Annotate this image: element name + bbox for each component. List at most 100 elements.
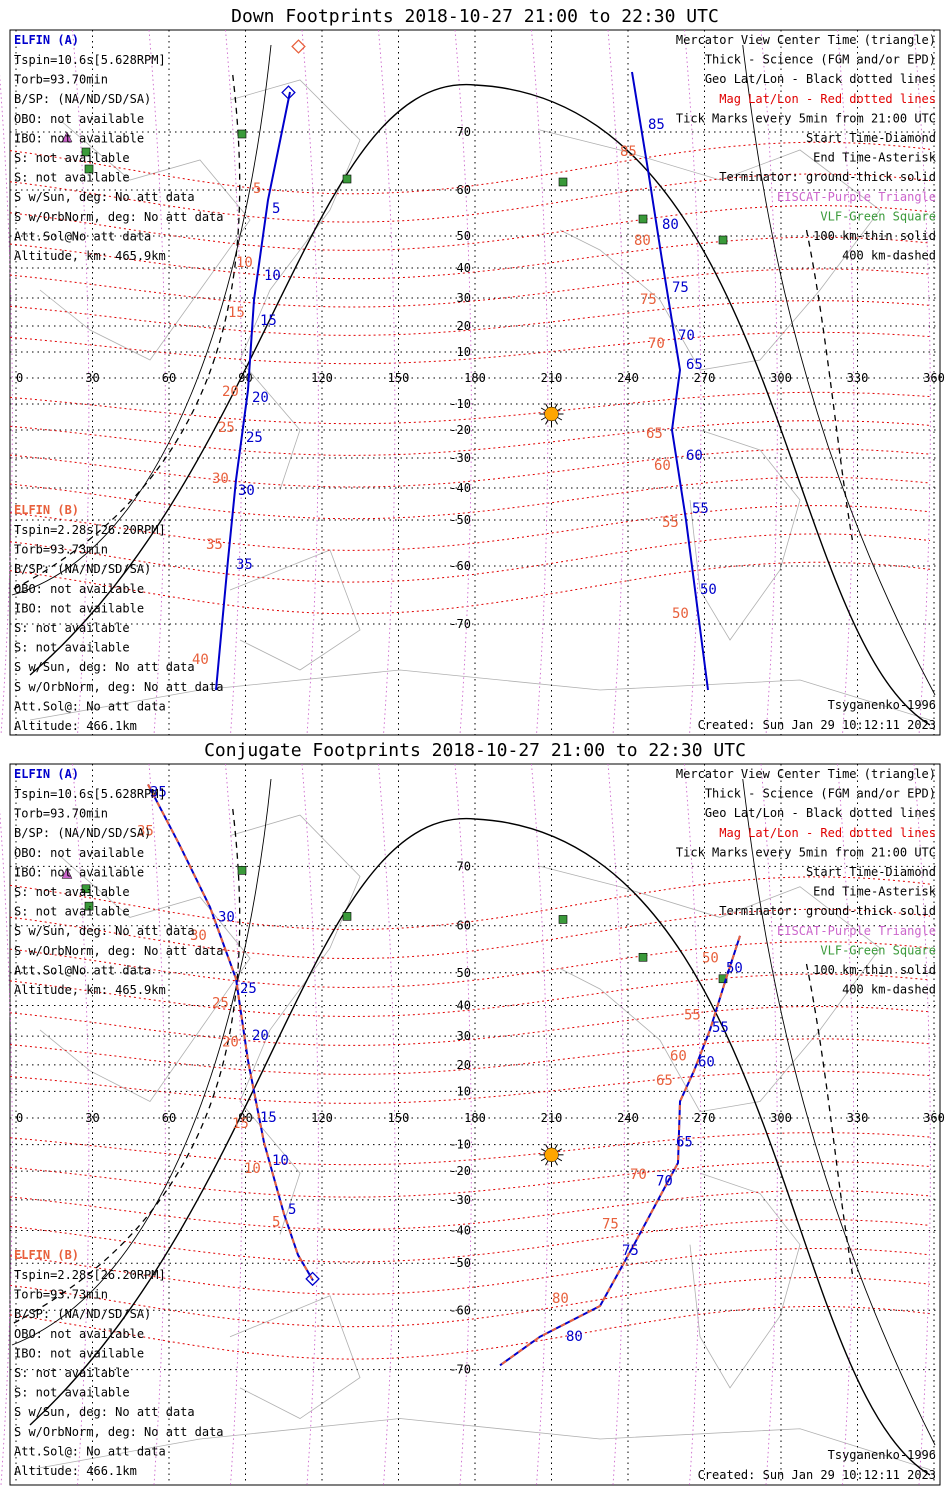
elfin-b-ticks-west: 35 30 25 20 15 10 5 <box>137 824 280 1231</box>
created-label: Created: Sun Jan 29 10:12:11 2023 <box>698 718 936 732</box>
elfin-b-info-line: S w/Sun, deg: No att data <box>14 660 195 674</box>
tick-label: 10 <box>244 1161 261 1177</box>
tick-label: 30 <box>212 471 229 487</box>
coast-north-america <box>539 865 881 1113</box>
lat-label: 10 <box>457 1084 471 1098</box>
tick-label: 10 <box>272 1153 289 1169</box>
elfin-a-info-line: S w/Sun, deg: No att data <box>14 924 195 938</box>
lon-label: 150 <box>388 371 410 385</box>
mag-latitude-line <box>9 236 931 280</box>
tick-label: 65 <box>646 426 663 442</box>
tick-label: 5 <box>253 181 261 197</box>
lon-label: 30 <box>85 1111 99 1125</box>
coast-antarctica <box>29 669 931 721</box>
elfin-b-ticks-east: 85 80 75 70 65 60 55 50 <box>620 144 689 622</box>
lat-label: -40 <box>449 1223 471 1237</box>
tick-label: 15 <box>260 1110 277 1126</box>
elfin-b-info-line: B/SP: (NA/ND/SD/SA) <box>14 1307 151 1321</box>
elfin-a-info-line: Altitude, km: 465.9km <box>14 249 166 263</box>
elfin-a-start-diamond <box>281 85 296 100</box>
sun-ray <box>540 1148 546 1152</box>
tick-label: 70 <box>656 1173 673 1189</box>
elfin-a-info-line: Torb=93.70min <box>14 807 108 821</box>
lat-label: -50 <box>449 513 471 527</box>
sun-disc <box>544 406 559 422</box>
legend-entry: End Time-Asterisk <box>813 885 937 899</box>
mag-latitude-line <box>9 1005 931 1046</box>
tick-label: 60 <box>670 1049 687 1065</box>
lon-label: 150 <box>388 1111 410 1125</box>
vlf-station-square <box>638 952 648 962</box>
tick-label: 20 <box>252 1028 269 1044</box>
tick-label: 55 <box>684 1008 701 1024</box>
elfin-b-info-line: Tspin=2.28s[26.20RPM] <box>14 523 166 537</box>
legend-entry: Start Time-Diamond <box>806 131 936 145</box>
tick-label: 60 <box>698 1055 715 1071</box>
elfin-b-info: ELFIN (B) Tspin=2.28s[26.20RPM] Torb=93.73… <box>14 503 224 733</box>
lat-label: -30 <box>449 1193 471 1207</box>
lat-label: 20 <box>457 1058 471 1072</box>
lat-label: -20 <box>449 1164 471 1178</box>
coast-asia-east <box>229 814 361 1235</box>
legend-entry: EISCAT-Purple Triangle <box>777 190 936 204</box>
tick-label: 40 <box>192 652 209 668</box>
elfin-track-west <box>147 783 314 1281</box>
elfin-b-start-diamond <box>291 39 306 54</box>
elfin-b-label: ELFIN (B) <box>14 503 79 517</box>
elfin-a-info-line: Altitude, km: 465.9km <box>14 983 166 997</box>
terminator-100km-line-east <box>742 778 936 1446</box>
tick-label: 50 <box>672 606 689 622</box>
terminator-400km-line <box>11 74 241 591</box>
eiscat-triangle <box>61 867 73 879</box>
lon-label: 210 <box>541 1111 563 1125</box>
terminator-100km-line-east <box>742 44 936 696</box>
lon-label: 300 <box>770 1111 792 1125</box>
elfin-a-ticks-west: 35 30 25 20 15 10 5 <box>150 785 296 1218</box>
vlf-station-square <box>81 884 91 894</box>
elfin-a-info-line: S w/Sun, deg: No att data <box>14 190 195 204</box>
mag-meridian-line <box>72 29 90 736</box>
elfin-a-label: ELFIN (A) <box>14 767 79 781</box>
tick-label: 75 <box>622 1243 639 1259</box>
lon-label: 180 <box>464 371 486 385</box>
sun-ray <box>540 407 546 411</box>
mag-latitude-line <box>9 1190 931 1231</box>
elfin-a-info-line: S: not available <box>14 885 130 899</box>
mag-meridians <box>0 29 931 736</box>
lon-label: 270 <box>694 1111 716 1125</box>
footprint-tracks <box>147 783 741 1367</box>
tick-label: 25 <box>218 420 235 436</box>
lat-label: -10 <box>449 397 471 411</box>
legend-entry: End Time-Asterisk <box>813 151 937 165</box>
elfin-b-info-line: S w/Sun, deg: No att data <box>14 1405 195 1419</box>
coast-north-america <box>539 129 881 371</box>
coast-asia-west <box>39 855 251 1103</box>
tick-label: 55 <box>712 1020 729 1036</box>
mag-latitude-line <box>9 876 931 931</box>
legend-entry: Tick Marks every 5min from 21:00 UTC <box>676 845 936 859</box>
tick-label: 80 <box>552 1291 569 1307</box>
mag-latitude-line <box>9 1161 931 1198</box>
elfin-b-label: ELFIN (B) <box>14 1248 79 1262</box>
elfin-b-info-line: S: not available <box>14 1386 130 1400</box>
elfin-a-info-line: Att.Sol@No att data <box>14 963 151 977</box>
lat-label: -60 <box>449 1303 471 1317</box>
terminator-ground-line <box>29 84 931 726</box>
legend-entry: Thick - Science (FGM and/or EPD) <box>705 787 936 801</box>
sun-ray <box>545 403 549 409</box>
elfin-a-info-line: S: not available <box>14 151 130 165</box>
legend-entry: 400 km-dashed <box>842 249 936 263</box>
coastline-outline <box>29 814 931 1471</box>
tick-label: 70 <box>678 328 695 344</box>
legend-entry: 400 km-dashed <box>842 983 936 997</box>
vlf-station-square <box>342 174 352 184</box>
lat-label: 10 <box>457 345 471 359</box>
coast-australia <box>229 549 361 671</box>
legend: Mercator View Center Time (triangle) Thic… <box>676 33 937 263</box>
lon-label: 270 <box>694 371 716 385</box>
legend-entry: Terminator: ground-thick solid <box>719 904 936 918</box>
mag-meridian-line <box>225 763 243 1486</box>
lat-label: -20 <box>449 423 471 437</box>
mag-meridian-line <box>684 29 702 736</box>
tick-label: 50 <box>700 582 717 598</box>
